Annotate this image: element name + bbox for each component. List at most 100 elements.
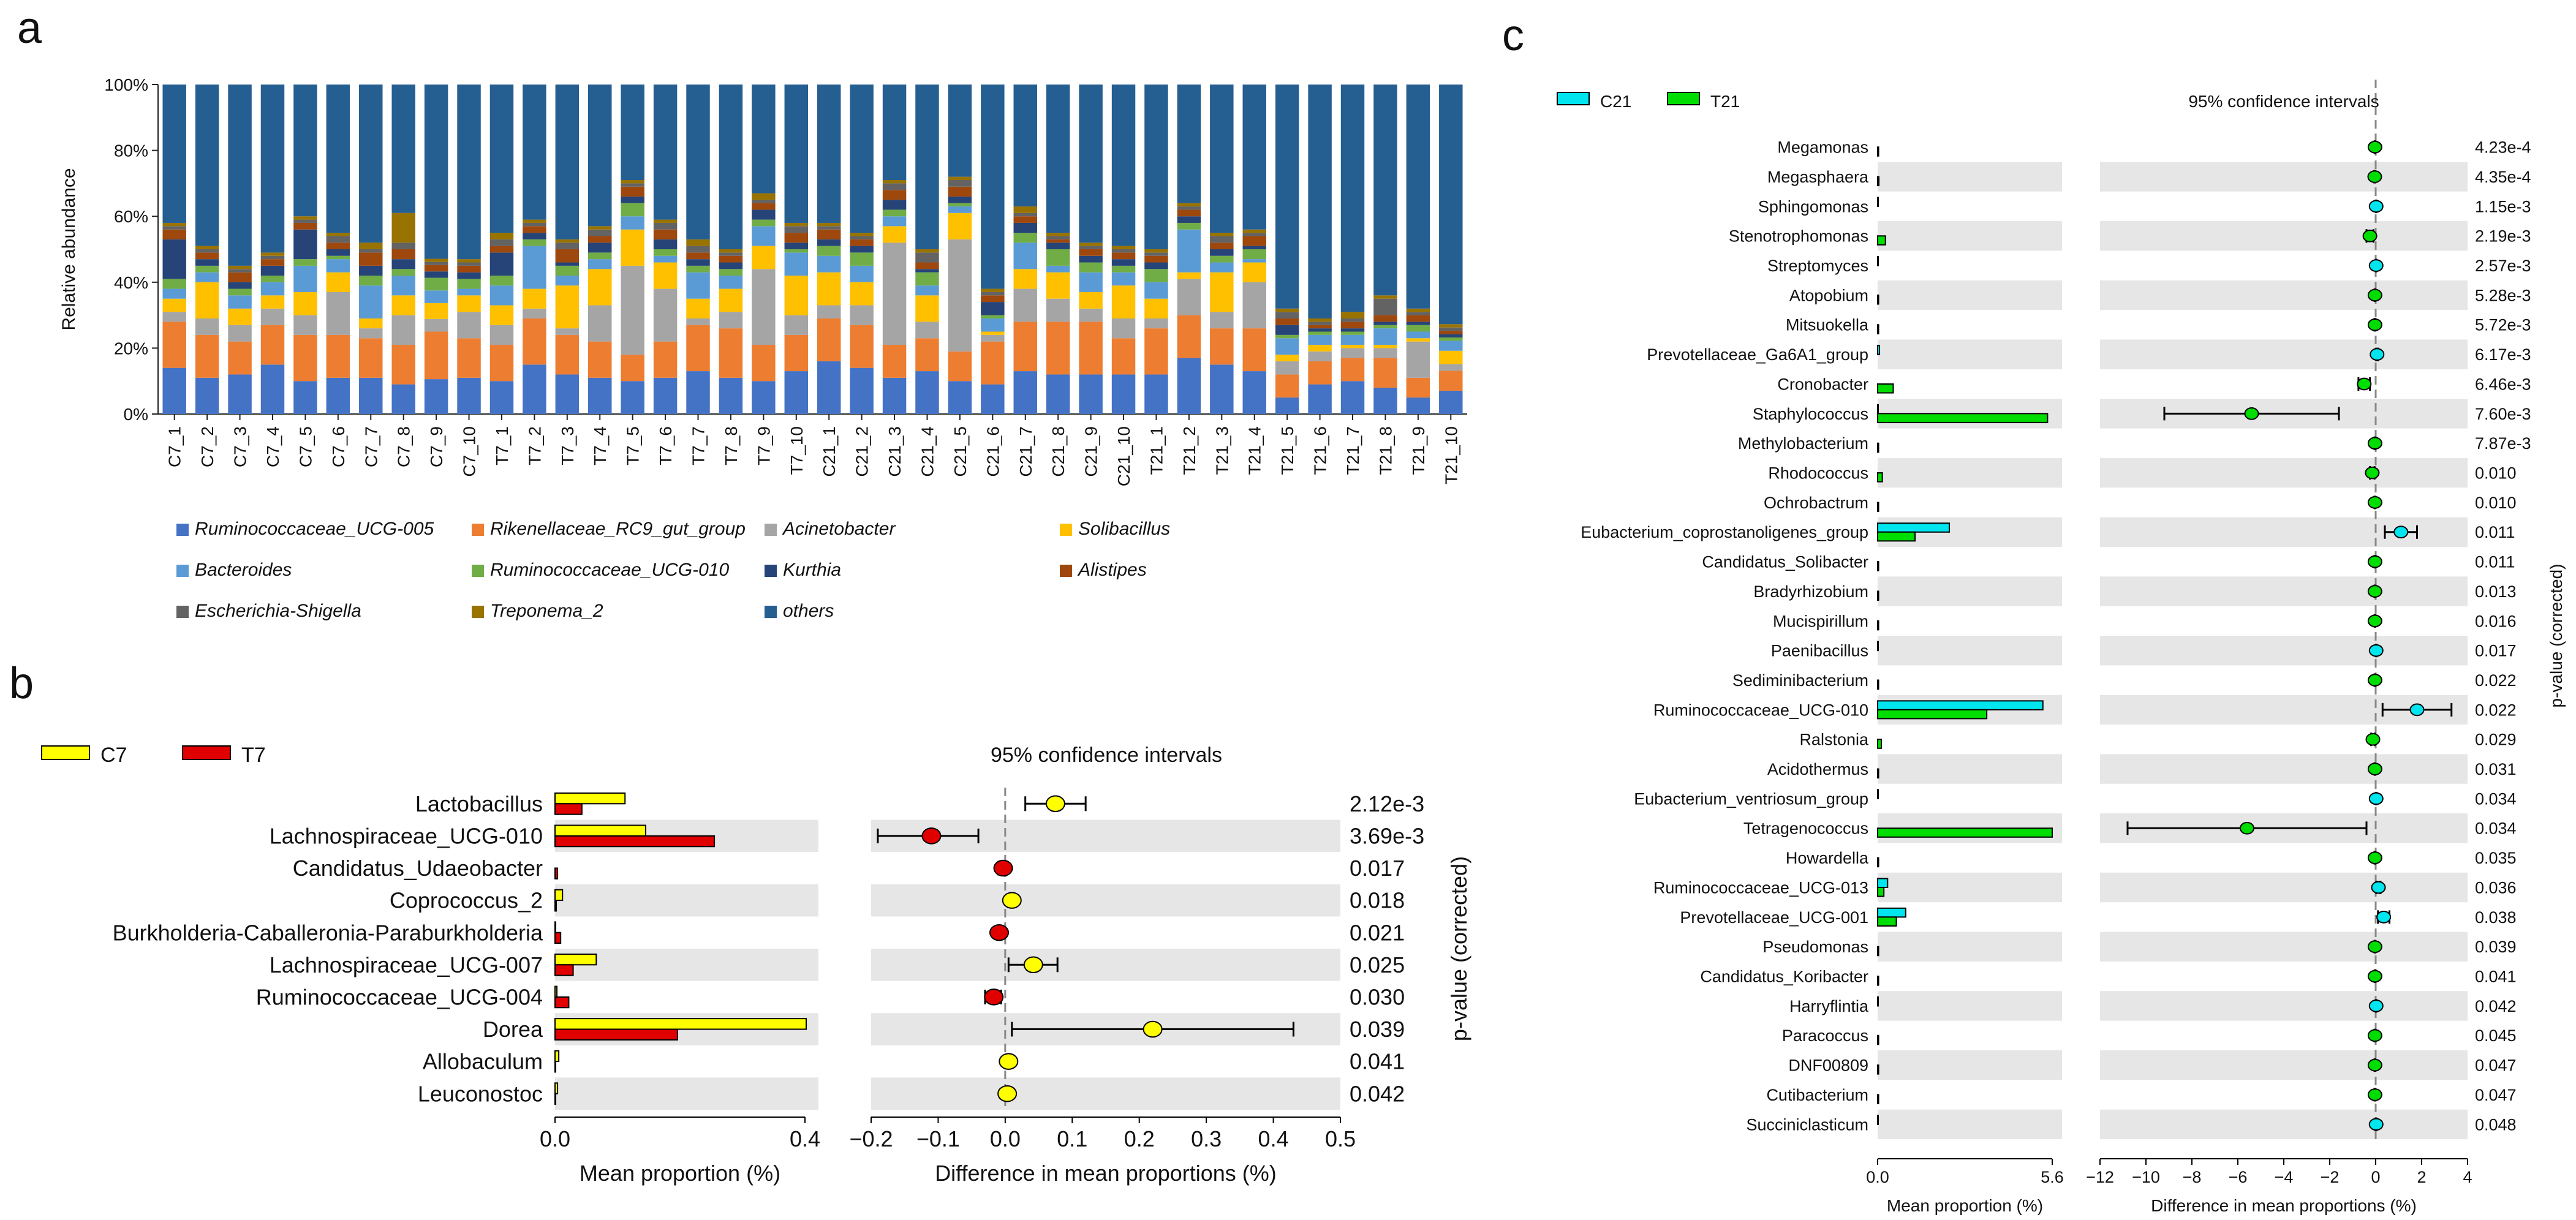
bar-segment-3 bbox=[1340, 345, 1365, 348]
legend-swatch bbox=[765, 606, 777, 618]
bar-segment-8 bbox=[1340, 318, 1365, 322]
bar-segment-5 bbox=[1275, 334, 1299, 339]
bar-segment-1 bbox=[817, 318, 841, 361]
bar-segment-3 bbox=[523, 288, 546, 309]
bar-segment-6 bbox=[850, 246, 874, 253]
bar-segment-1 bbox=[1210, 328, 1234, 365]
bar-segment-9 bbox=[424, 258, 448, 262]
bar-segment-0 bbox=[424, 379, 448, 414]
x-tick-label: T7_9 bbox=[754, 426, 773, 465]
mean-axis-title: Mean proportion (%) bbox=[1887, 1196, 2043, 1215]
row-band bbox=[2100, 1109, 2468, 1139]
bar-segment-0 bbox=[1046, 374, 1070, 414]
row-band bbox=[1878, 162, 2062, 192]
bar-segment-9 bbox=[817, 222, 841, 227]
taxon-label: DNF00809 bbox=[1788, 1056, 1868, 1075]
y-tick-label: 100% bbox=[104, 75, 148, 94]
bar-T21 bbox=[1877, 502, 1879, 512]
legend-swatch bbox=[176, 606, 189, 618]
bar-segment-9 bbox=[915, 249, 939, 253]
p-value: 0.011 bbox=[2475, 553, 2515, 571]
bar-C21 bbox=[1877, 878, 1889, 889]
bar-segment-8 bbox=[1373, 298, 1397, 315]
taxon-label: Paracoccus bbox=[1782, 1026, 1868, 1045]
bar-segment-6 bbox=[1046, 243, 1070, 249]
bar-segment-6 bbox=[391, 259, 415, 269]
x-tick-label: C21_9 bbox=[1082, 426, 1101, 477]
bar-segment-7 bbox=[1046, 239, 1070, 243]
x-tick-label: C7_6 bbox=[329, 426, 348, 467]
p-value: 0.010 bbox=[2475, 464, 2517, 483]
taxon-label: Dorea bbox=[483, 1017, 543, 1042]
row-band bbox=[871, 1077, 1340, 1110]
bar-segment-3 bbox=[260, 295, 285, 309]
x-tick-label: T21_6 bbox=[1311, 426, 1330, 475]
difference-point bbox=[2365, 732, 2381, 746]
taxon-label: Lachnospiraceae_UCG-010 bbox=[270, 824, 543, 849]
legend-swatch bbox=[41, 745, 90, 760]
difference-point bbox=[2368, 259, 2384, 272]
taxon-label: Acidothermus bbox=[1767, 760, 1868, 778]
bar-segment-3 bbox=[359, 318, 383, 329]
bar-segment-2 bbox=[817, 305, 841, 318]
bar-segment-10 bbox=[162, 85, 186, 223]
bar-segment-6 bbox=[326, 249, 350, 256]
bar-segment-0 bbox=[555, 374, 580, 414]
bar-segment-0 bbox=[1275, 397, 1299, 414]
bar-segment-1 bbox=[1177, 315, 1201, 358]
bar-segment-9 bbox=[260, 252, 285, 256]
p-value: 0.034 bbox=[2475, 789, 2517, 808]
bar-segment-6 bbox=[1144, 262, 1168, 269]
bar-segment-0 bbox=[326, 377, 350, 414]
taxon-label: Cutibacterium bbox=[1766, 1086, 1868, 1104]
taxon-label: Ralstonia bbox=[1799, 731, 1869, 749]
difference-point bbox=[2368, 644, 2384, 657]
row-band bbox=[2100, 636, 2468, 666]
p-value: 1.15e-3 bbox=[2475, 197, 2531, 216]
bar-segment-6 bbox=[162, 239, 186, 279]
bar-segment-5 bbox=[1177, 222, 1201, 230]
bar-segment-10 bbox=[752, 85, 776, 194]
bar-segment-8 bbox=[1242, 233, 1266, 236]
bar-T21 bbox=[1877, 946, 1879, 957]
bar-segment-2 bbox=[1275, 361, 1299, 375]
taxon-label: Atopobium bbox=[1789, 286, 1868, 304]
difference-point bbox=[2367, 496, 2382, 509]
bar-segment-6 bbox=[1406, 322, 1430, 325]
bar-segment-9 bbox=[850, 233, 874, 236]
x-tick-label: C7_10 bbox=[460, 426, 479, 477]
difference-point bbox=[2367, 288, 2382, 302]
p-value: 0.025 bbox=[1350, 952, 1405, 977]
difference-point bbox=[2365, 466, 2380, 480]
bar-segment-10 bbox=[882, 85, 907, 181]
bar-T7 bbox=[554, 1028, 678, 1041]
difference-point bbox=[2367, 140, 2382, 154]
bar-segment-0 bbox=[1177, 358, 1201, 414]
taxon-label: Candidatus_Solibacter bbox=[1702, 553, 1868, 571]
bar-T7 bbox=[554, 996, 570, 1009]
bar-segment-5 bbox=[1340, 331, 1365, 335]
bar-segment-0 bbox=[784, 371, 809, 414]
row-band bbox=[2100, 991, 2468, 1021]
legend-swatch bbox=[1060, 524, 1072, 536]
bar-segment-2 bbox=[489, 325, 514, 345]
x-tick-label: T7_10 bbox=[787, 426, 806, 475]
bar-segment-4 bbox=[653, 255, 678, 263]
bar-segment-10 bbox=[391, 85, 415, 213]
bar-segment-7 bbox=[326, 243, 350, 249]
bar-segment-4 bbox=[359, 285, 383, 318]
bar-segment-1 bbox=[391, 345, 415, 385]
bar-segment-1 bbox=[260, 325, 285, 365]
bar-segment-5 bbox=[228, 288, 252, 296]
row-band bbox=[2100, 576, 2468, 606]
bar-T21 bbox=[1877, 827, 2053, 838]
bar-segment-8 bbox=[1177, 206, 1201, 210]
bar-segment-8 bbox=[523, 222, 546, 227]
bar-segment-10 bbox=[523, 85, 546, 220]
bar-segment-6 bbox=[555, 262, 580, 266]
bar-segment-4 bbox=[784, 252, 809, 276]
bar-segment-10 bbox=[850, 85, 874, 233]
taxon-label: Prevotellaceae_Ga6A1_group bbox=[1647, 345, 1868, 364]
bar-segment-5 bbox=[424, 277, 448, 291]
bar-segment-8 bbox=[621, 183, 644, 187]
